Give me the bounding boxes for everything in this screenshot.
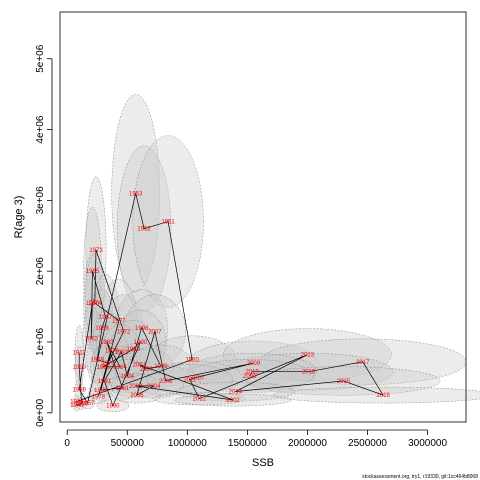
year-label-2012: 2012 [193, 397, 207, 403]
y-tick-label: 1e+06 [35, 328, 46, 357]
year-label-1969: 1969 [91, 358, 105, 364]
x-tick-label: 0 [64, 438, 70, 449]
year-label-1973: 1973 [89, 248, 103, 254]
ci-ellipse [272, 386, 480, 404]
x-tick-label: 2000000 [288, 438, 327, 449]
year-label-1984: 1984 [113, 365, 127, 371]
year-label-2014: 2014 [229, 390, 243, 396]
y-axis-title: R(age 3) [13, 196, 25, 239]
year-label-1930: 1930 [75, 402, 89, 408]
x-tick-label: 1000000 [168, 438, 207, 449]
year-label-2018: 2018 [302, 370, 316, 376]
x-tick-label: 500000 [111, 438, 145, 449]
year-label-1960: 1960 [86, 301, 100, 307]
year-label-2000: 2000 [140, 367, 154, 373]
year-label-2001: 2001 [133, 363, 147, 369]
x-tick-label: 3000000 [408, 438, 447, 449]
footer-note: stockassessment.org, try1, r19330, git:1… [362, 474, 478, 480]
year-label-1991: 1991 [98, 379, 112, 385]
year-label-1952: 1952 [137, 227, 151, 233]
plot-frame [59, 11, 467, 423]
year-label-1999: 1999 [154, 364, 168, 370]
year-label-1944: 1944 [70, 399, 84, 405]
ci-ellipse [223, 328, 392, 382]
year-label-1994: 1994 [121, 374, 135, 380]
year-label-1967: 1967 [99, 315, 113, 321]
year-label-2003: 2003 [129, 384, 143, 390]
y-tick-label: 5e+06 [35, 44, 46, 73]
year-label-1986: 1986 [97, 365, 111, 371]
year-label-1979: 1979 [105, 348, 119, 354]
year-label-1998: 1998 [135, 326, 149, 332]
year-label-2017: 2017 [356, 360, 370, 366]
year-label-2004: 2004 [147, 384, 161, 390]
year-label-1951: 1951 [161, 220, 175, 226]
year-label-1968: 1968 [95, 326, 109, 332]
year-label-1940: 1940 [70, 403, 84, 409]
year-label-1983: 1983 [100, 340, 114, 346]
year-label-1980: 1980 [94, 388, 108, 394]
y-tick-label: 3e+06 [35, 186, 46, 215]
x-axis: 0 500000 1000000 1500000 2000000 2500000 30000… [64, 429, 447, 449]
x-axis-title: SSB [252, 457, 274, 469]
year-label-1981: 1981 [116, 386, 130, 392]
year-label-2013: 2013 [301, 353, 315, 359]
year-label-1919: 1919 [73, 365, 87, 371]
year-label-1953: 1953 [129, 191, 143, 197]
year-label-2002: 2002 [226, 398, 240, 404]
year-label-1959: 1959 [73, 387, 87, 393]
year-label-1962: 1962 [85, 336, 99, 342]
year-label-2015: 2015 [337, 379, 351, 385]
year-label-1978: 1978 [92, 395, 106, 401]
year-label-1957: 1957 [81, 401, 95, 407]
year-label-2007: 2007 [148, 329, 162, 335]
year-label-2011: 2011 [183, 378, 197, 384]
year-label-1977: 1977 [112, 319, 126, 325]
x-tick-label: 1500000 [228, 438, 267, 449]
year-label-2006: 2006 [130, 393, 144, 399]
year-label-1989: 1989 [127, 347, 141, 353]
year-label-1972: 1972 [117, 329, 131, 335]
year-label-1993: 1993 [115, 350, 129, 356]
year-label-1974: 1974 [88, 301, 102, 307]
y-tick-label: 0e+00 [35, 398, 46, 427]
trajectory-line [76, 193, 384, 407]
year-label-2009: 2009 [247, 361, 261, 367]
year-label-1912: 1912 [73, 351, 87, 357]
y-tick-label: 4e+06 [35, 115, 46, 144]
year-label-1965: 1965 [86, 269, 100, 275]
year-label-2010: 2010 [190, 375, 204, 381]
x-tick-label: 2500000 [348, 438, 387, 449]
y-tick-label: 2e+06 [35, 257, 46, 286]
trajectory-path [76, 193, 384, 407]
year-label-2008: 2008 [159, 379, 173, 385]
year-label-2016: 2016 [376, 393, 390, 399]
year-label-2020: 2020 [243, 374, 257, 380]
year-label-1990: 1990 [106, 404, 120, 410]
y-axis: 0e+00 1e+06 2e+06 3e+06 4e+06 5e+06 [35, 44, 53, 427]
year-label-1970: 1970 [101, 361, 115, 367]
year-label-1950: 1950 [185, 358, 199, 364]
year-label-2019: 2019 [246, 370, 260, 376]
year-label-1990: 1990 [134, 340, 148, 346]
